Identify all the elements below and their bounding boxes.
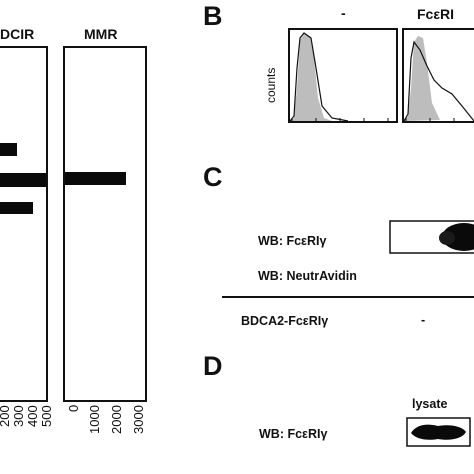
mmr-plot-frame — [63, 46, 147, 402]
mmr-tick-label: 1000 — [87, 405, 102, 434]
dcir-bar-1 — [0, 143, 17, 156]
mmr-bar-2 — [65, 172, 126, 185]
col-label-minus: - — [341, 5, 346, 21]
y-axis-label: counts — [264, 67, 278, 103]
histogram-minus — [288, 28, 398, 123]
dcir-tick-label: 300 — [11, 405, 26, 427]
mmr-tick-label: 2000 — [109, 405, 124, 434]
panel-letter-d: D — [203, 351, 223, 381]
col-label-fcer: FcεRI — [417, 6, 454, 22]
western-blot-d — [406, 417, 471, 447]
dcir-bar-3 — [0, 202, 33, 214]
divider-line — [222, 296, 474, 298]
panel-letter-c: C — [203, 162, 223, 192]
mmr-title: MMR — [84, 26, 118, 42]
wb-fcer-label-c: WB: FcεRIγ — [258, 234, 327, 248]
wb-neutravidin-label: WB: NeutrAvidin — [258, 269, 357, 283]
lysate-label-d: lysate — [412, 397, 448, 411]
mmr-tick-label: 0 — [66, 404, 81, 412]
dcir-title: DCIR — [0, 26, 35, 42]
histogram-fcer — [402, 28, 474, 123]
dcir-tick-label: 400 — [25, 405, 40, 427]
bdca2-label: BDCA2-FcεRIγ — [241, 314, 329, 328]
dcir-plot-frame — [0, 46, 48, 402]
wb-fcer-label-d: WB: FcεRIγ — [259, 427, 328, 441]
panel-letter-b: B — [203, 1, 223, 31]
dcir-tick-label: 200 — [0, 405, 12, 427]
dcir-bar-2 — [0, 173, 46, 187]
bdca2-value: - — [421, 313, 426, 327]
mmr-tick-label: 3000 — [131, 405, 146, 434]
western-blot-c — [389, 220, 474, 254]
dcir-tick-label: 500 — [39, 405, 54, 427]
